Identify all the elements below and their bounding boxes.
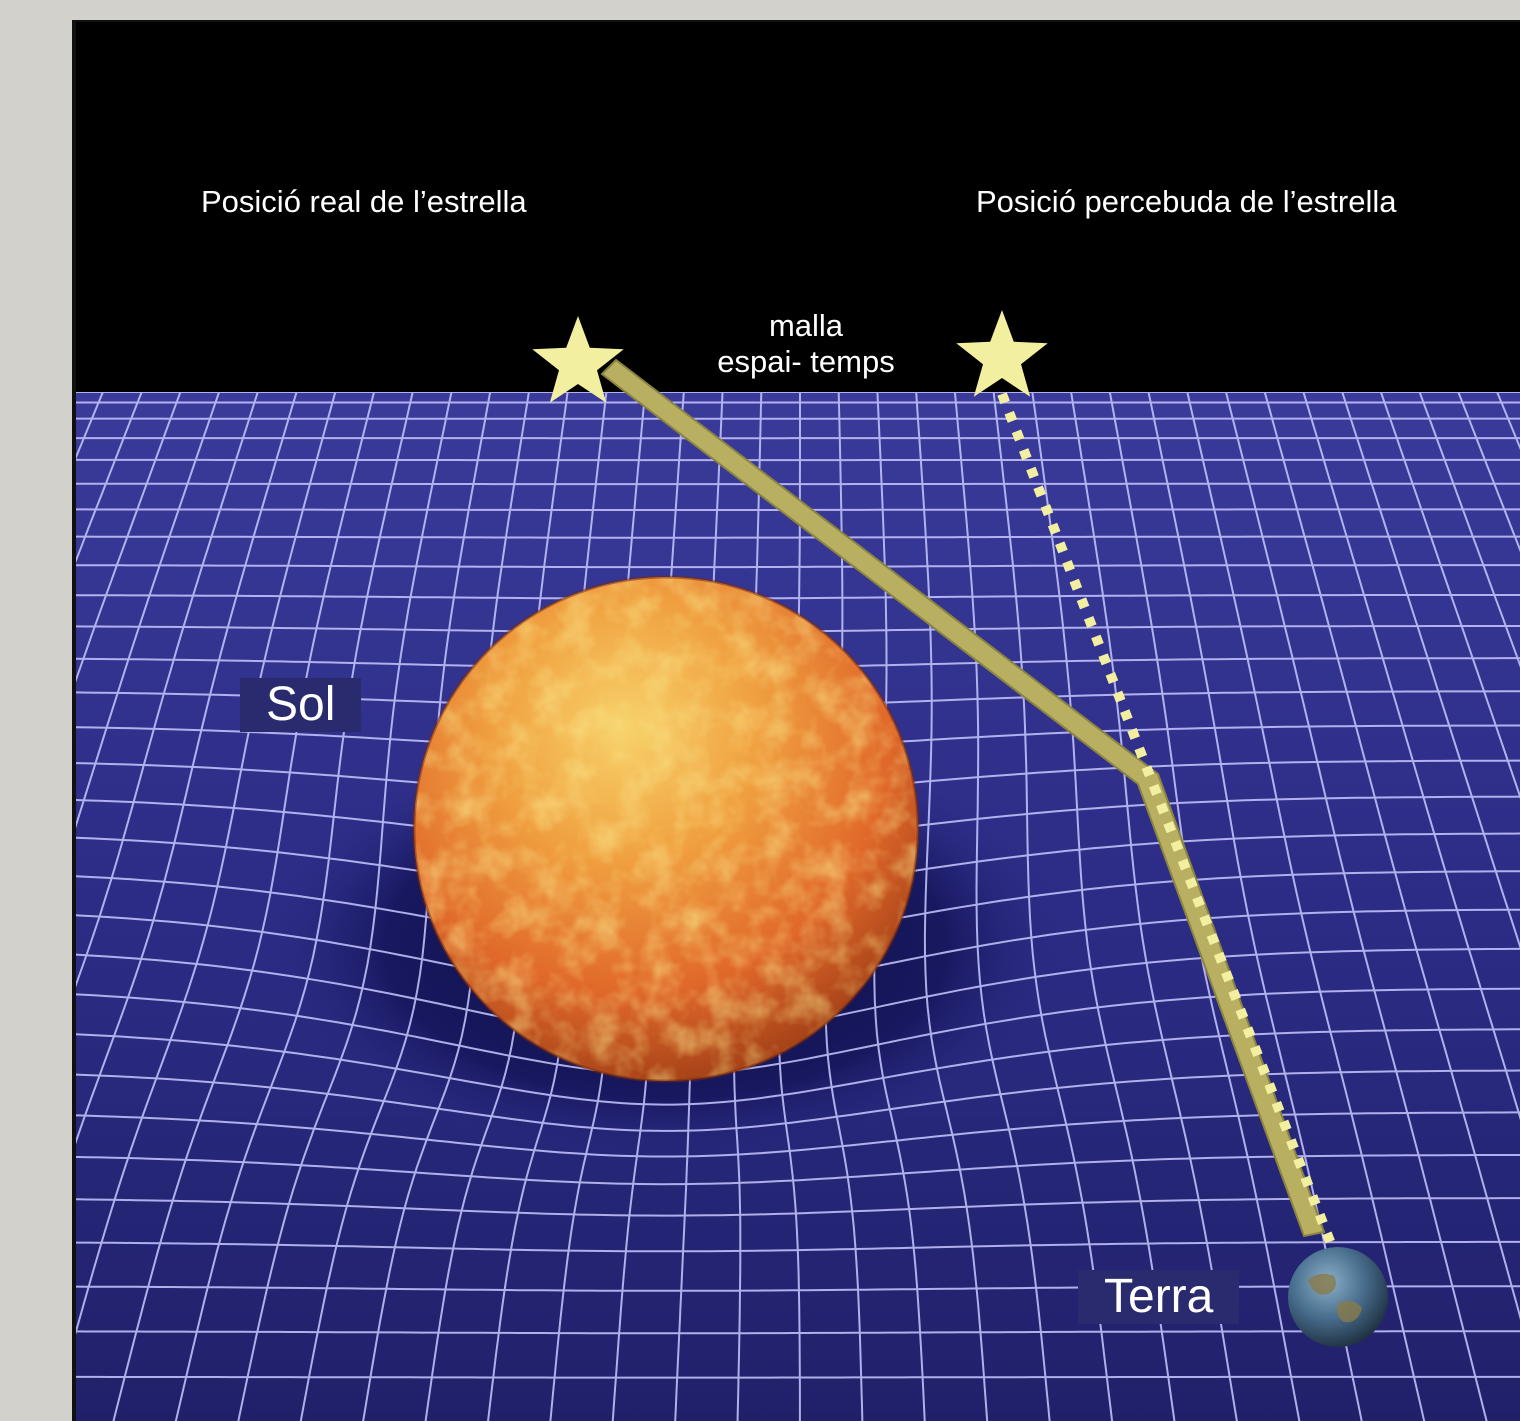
earth-label: Terra xyxy=(1078,1270,1240,1325)
spacetime-mesh-label: malla espai- temps xyxy=(696,308,916,380)
grid-line xyxy=(1186,392,1426,1421)
sun-label: Sol xyxy=(240,678,362,733)
grid-line xyxy=(76,392,221,829)
night-sky xyxy=(76,22,1520,392)
perceived-position-label: Posició percebuda de l’estrella xyxy=(976,184,1397,219)
perceived-light-path xyxy=(997,392,1343,1264)
grid-line xyxy=(174,392,414,1421)
grid-line xyxy=(1225,392,1488,1421)
spacetime-grid xyxy=(76,392,1520,1421)
grid-line xyxy=(76,392,259,988)
grid-line xyxy=(1302,392,1520,1121)
spacetime-scene xyxy=(76,22,1520,1421)
grid-line xyxy=(992,392,1114,1421)
grid-line xyxy=(76,535,1520,539)
grid-line xyxy=(953,392,1051,1421)
earth-sphere xyxy=(1288,1247,1388,1347)
grid-line xyxy=(915,392,989,1421)
grid-line xyxy=(112,392,375,1421)
grid-line xyxy=(76,392,298,1145)
grid-line xyxy=(1031,392,1176,1421)
grid-line xyxy=(1341,392,1520,950)
mesh-label-line-2: espai- temps xyxy=(717,344,895,379)
sun-sphere xyxy=(412,575,920,1083)
grid-line xyxy=(1418,392,1520,668)
bent-light-path xyxy=(600,358,1326,1238)
grid-line xyxy=(237,392,453,1421)
star-icon xyxy=(532,316,624,403)
grid-line xyxy=(1263,392,1520,1321)
star-icon xyxy=(956,310,1048,397)
mesh-label-line-1: malla xyxy=(768,308,844,343)
illustration-frame: Posició real de l’estrella Posició perce… xyxy=(72,20,1520,1421)
grid-line xyxy=(76,392,337,1335)
grid-line xyxy=(76,392,182,683)
grid-line xyxy=(1379,392,1520,800)
grid-line xyxy=(299,392,492,1421)
real-position-label: Posició real de l’estrella xyxy=(201,184,527,219)
grid-line xyxy=(1070,392,1238,1421)
grid-line xyxy=(76,1375,1520,1379)
